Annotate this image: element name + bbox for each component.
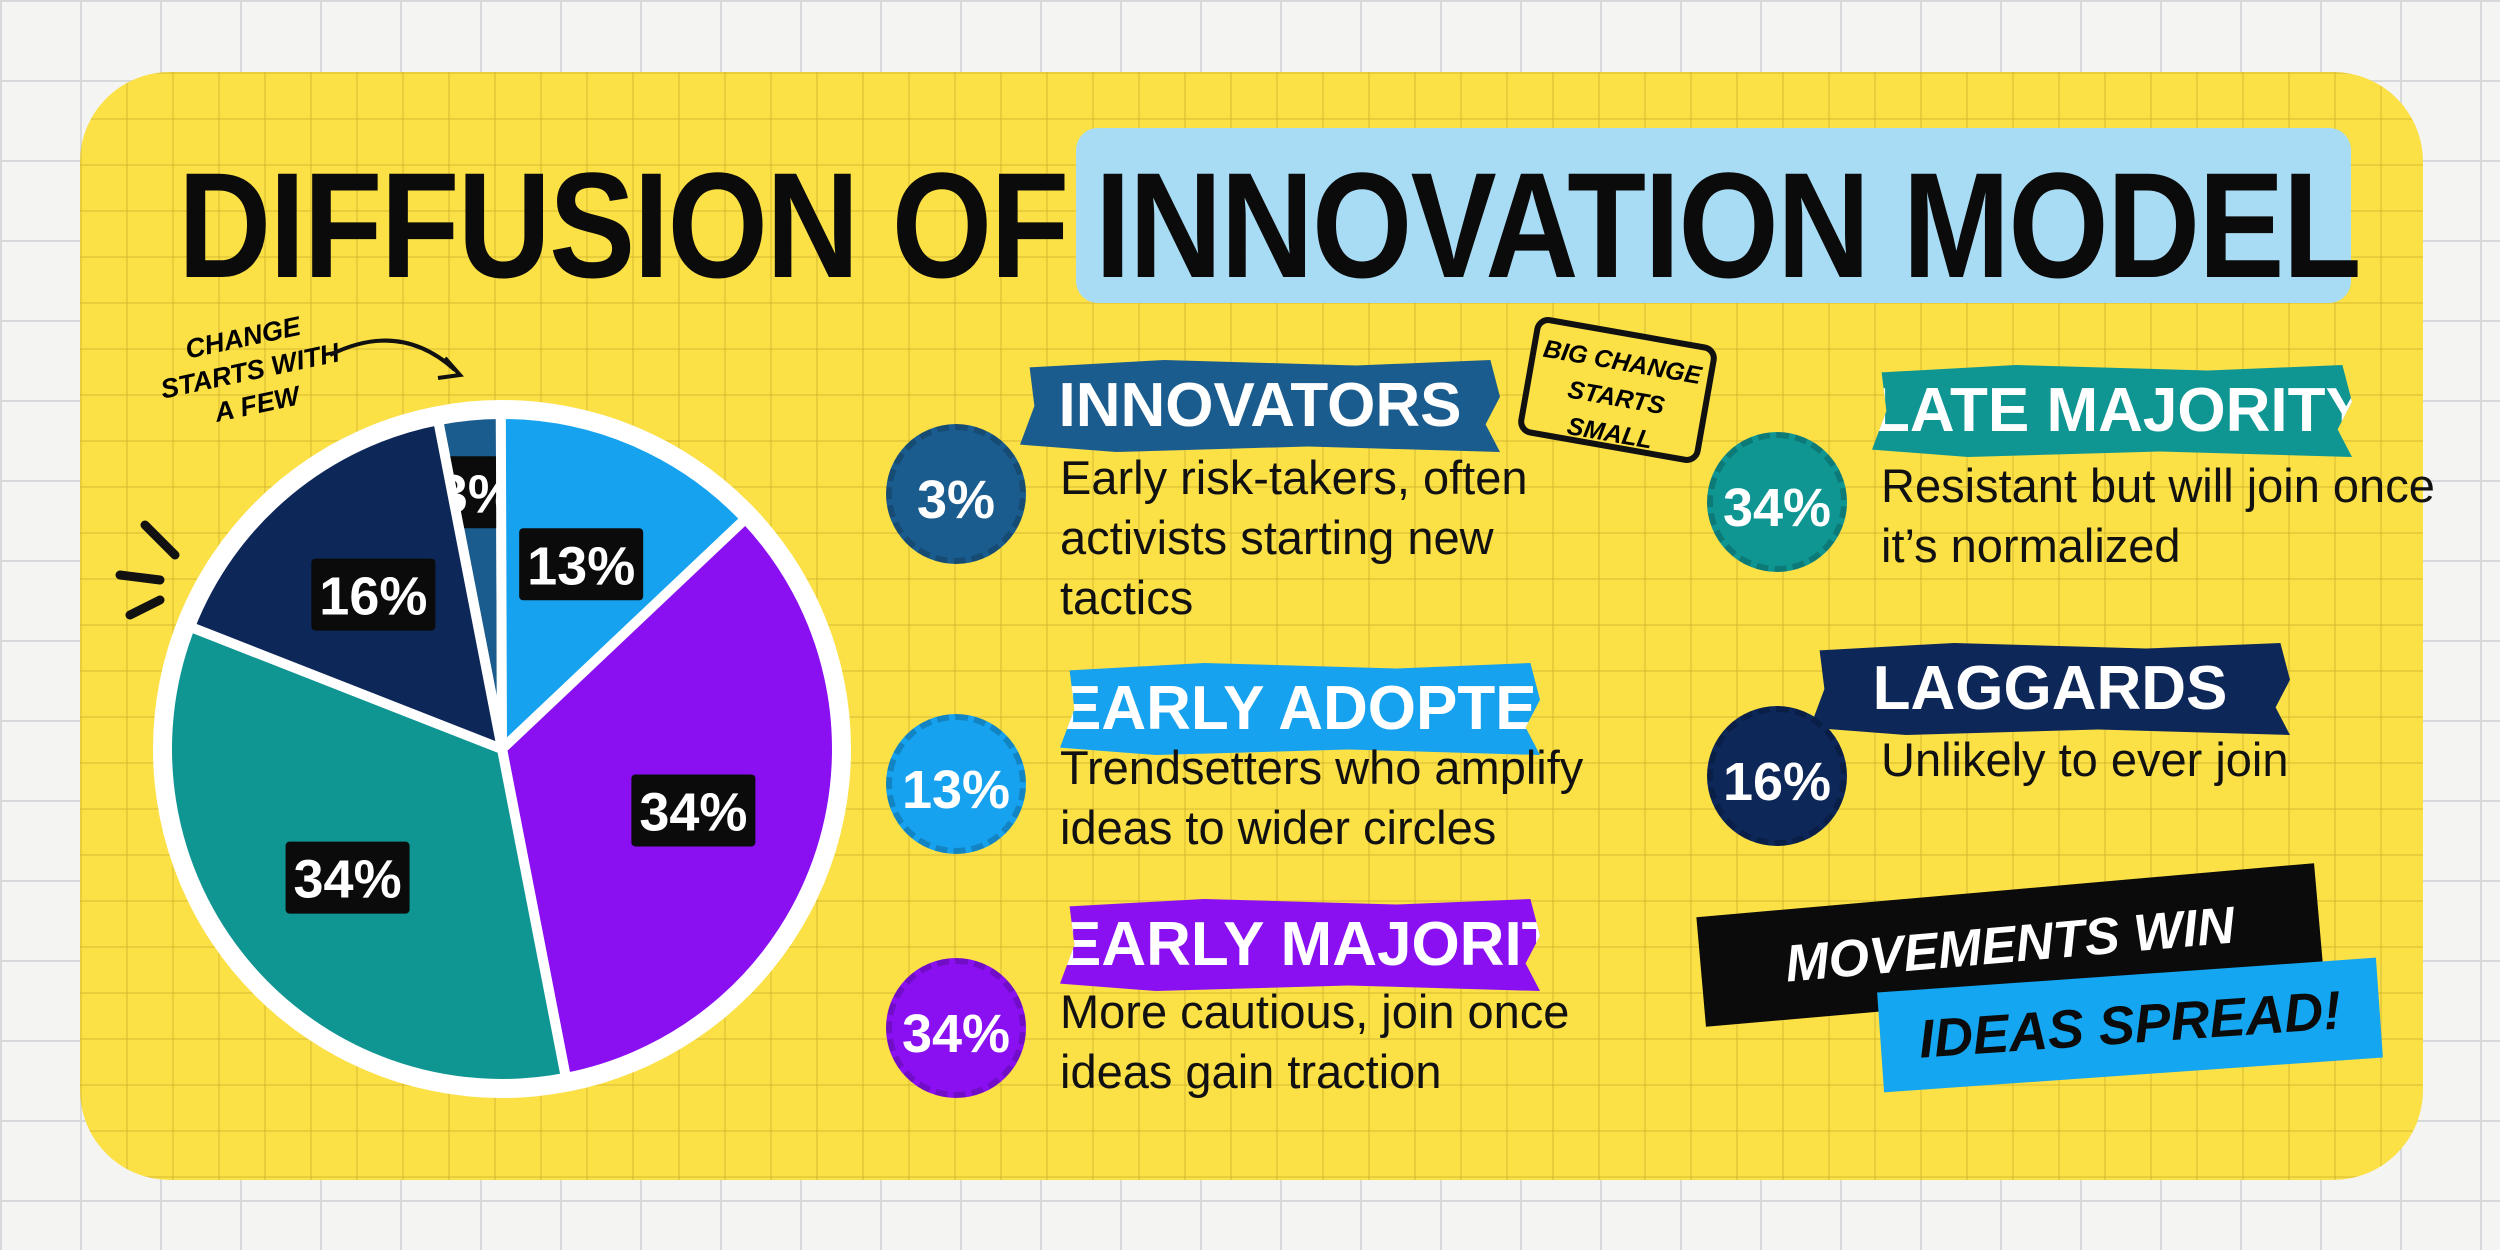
slice-label: 34% (639, 782, 747, 842)
category-header: INNOVATORS (1020, 360, 1500, 452)
category-header: LAGGARDS (1810, 643, 2290, 735)
title: INNOVATION MODEL (1095, 141, 2362, 309)
slice-label: 13% (527, 536, 635, 596)
label-tag (285, 841, 410, 914)
label-tag (311, 558, 436, 631)
category-header: EARLY MAJORITY (1060, 899, 1540, 991)
percent-badge: 34% (886, 958, 1026, 1098)
description: Early risk-takers, often activists start… (1060, 451, 1528, 624)
percent-badge: 13% (886, 714, 1026, 854)
percent-badge: 34% (1707, 432, 1847, 572)
arrow-head (437, 356, 464, 380)
percent-badge: 16% (1707, 706, 1847, 846)
description: Trendsetters who amplify ideas to wider … (1060, 741, 1584, 854)
description: Resistant but will join once it’s normal… (1881, 459, 2435, 572)
title: DIFFUSION OF (178, 141, 1069, 309)
category-header: LATE MAJORITY (1872, 365, 2352, 457)
emphasis-marks (115, 520, 180, 620)
title-highlight (1076, 128, 2351, 303)
category-header: EARLY ADOPTERS (1060, 663, 1540, 755)
description: More cautious, join once ideas gain trac… (1060, 985, 1570, 1098)
percent-badge: 3% (886, 424, 1026, 564)
label-tag (519, 528, 644, 601)
description: Unlikely to ever join (1881, 733, 2289, 786)
arrow (329, 338, 457, 372)
label-tag (631, 774, 756, 847)
slice-label: 16% (319, 567, 427, 627)
slice-label: 34% (294, 850, 402, 910)
